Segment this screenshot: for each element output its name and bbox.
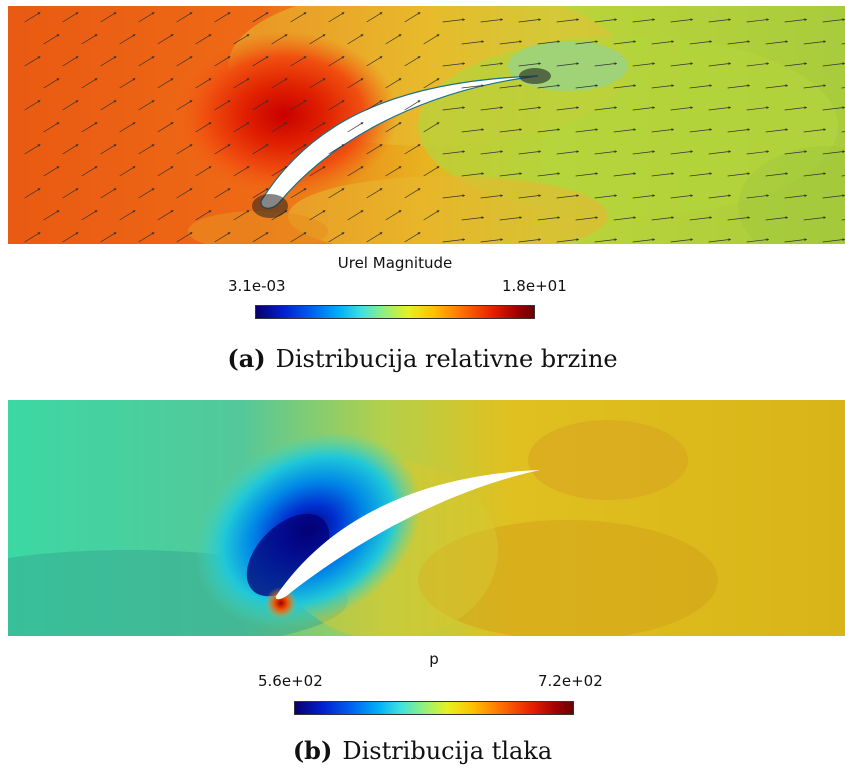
caption-b-label: (b) [292,736,333,765]
caption-b: (b) Distribucija tlaka [0,736,845,765]
colorbar-a-min-label: 3.1e-03 [228,277,286,295]
colorbar-a [255,305,535,319]
colorbar-a-title: Urel Magnitude [337,254,453,272]
colorbar-b [294,701,574,715]
colorbar-b-min-label: 5.6e+02 [258,672,323,690]
colorbar-b-max-label: 7.2e+02 [538,672,603,690]
caption-b-text: Distribucija tlaka [342,737,553,765]
pressure-field-plot [8,400,845,636]
velocity-field-plot [8,6,845,244]
caption-a: (a) Distribucija relativne brzine [0,344,845,373]
colorbar-b-title: p [429,650,439,668]
colorbar-a-max-label: 1.8e+01 [502,277,567,295]
caption-a-label: (a) [227,344,266,373]
caption-a-text: Distribucija relativne brzine [275,345,618,373]
